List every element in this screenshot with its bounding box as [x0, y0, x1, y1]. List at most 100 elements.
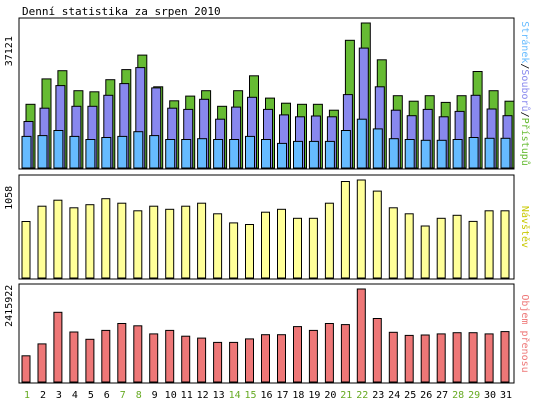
bar-requests-2-2 — [37, 135, 48, 169]
bar-visits-29 — [468, 220, 478, 279]
bar-visits-2 — [37, 205, 47, 279]
x-tick-label-8: 8 — [136, 390, 142, 401]
legend-requests: Stránek/Souborů/Přístupů — [519, 21, 531, 166]
bar-requests-2-1 — [21, 135, 32, 169]
bar-requests-2-17 — [277, 142, 287, 169]
bar-visits-24 — [388, 207, 398, 279]
bar-traffic-8 — [133, 325, 143, 383]
bar-traffic-17 — [277, 334, 286, 383]
x-tick-label-19: 19 — [308, 390, 320, 401]
bar-requests-2-21 — [340, 130, 351, 169]
bar-visits-1 — [21, 221, 31, 279]
bar-visits-3 — [53, 199, 63, 279]
legend-item-requests-2: Souborů — [519, 69, 531, 111]
bar-traffic-5 — [85, 338, 95, 383]
legend-item-requests-0: Stránek — [519, 21, 531, 63]
x-tick-label-27: 27 — [436, 390, 448, 401]
x-tick-label-11: 11 — [181, 390, 193, 401]
bar-visits-17 — [277, 208, 286, 279]
bar-requests-2-19 — [308, 140, 319, 169]
x-axis-ticks: 1 2 3 4 5 6 7 8 9 10 11 12 13 14 15 16 17 18 19 20 21 22 23 24 2… — [24, 390, 512, 401]
ymax-label-requests: 37121 — [4, 36, 15, 66]
bar-requests-2-22 — [356, 118, 367, 169]
bar-traffic-21 — [340, 324, 350, 383]
bar-requests-2-28 — [452, 139, 463, 169]
bar-visits-14 — [229, 222, 239, 279]
bar-requests-2-9 — [149, 135, 160, 169]
bar-traffic-30 — [484, 333, 494, 383]
series-traffic-0 — [21, 288, 510, 383]
bar-traffic-12 — [197, 337, 207, 383]
bar-traffic-6 — [101, 329, 111, 383]
bar-traffic-31 — [500, 331, 510, 383]
bar-traffic-26 — [420, 334, 430, 383]
bar-visits-16 — [261, 211, 270, 279]
panels: 37121 Stránek/Souborů/Přístupů1058Návštěv… — [4, 17, 531, 384]
bar-traffic-7 — [117, 323, 127, 383]
bar-traffic-2 — [37, 343, 47, 383]
bar-visits-31 — [500, 210, 510, 279]
bar-requests-2-6 — [101, 137, 112, 169]
x-tick-label-17: 17 — [276, 390, 288, 401]
x-tick-label-7: 7 — [120, 390, 126, 401]
legend-item-visits-0: Návštěv — [519, 206, 531, 248]
bar-requests-2-30 — [484, 137, 495, 169]
bar-traffic-24 — [388, 331, 398, 383]
bar-visits-7 — [117, 202, 127, 279]
bar-visits-15 — [245, 224, 254, 279]
legend-item-requests-4: Přístupů — [519, 118, 531, 166]
bar-requests-2-29 — [468, 137, 479, 169]
x-tick-label-20: 20 — [324, 390, 336, 401]
bar-visits-11 — [181, 205, 191, 279]
x-tick-label-26: 26 — [420, 390, 432, 401]
bar-requests-2-18 — [293, 140, 303, 169]
bar-visits-26 — [420, 225, 430, 279]
bar-traffic-1 — [21, 355, 31, 383]
x-tick-label-22: 22 — [356, 390, 368, 401]
bar-visits-18 — [293, 217, 302, 279]
ymax-label-traffic: 2415922 — [4, 285, 15, 327]
bar-traffic-16 — [261, 334, 270, 383]
bar-traffic-20 — [324, 323, 334, 383]
legend-item-requests-3: / — [519, 112, 530, 118]
x-tick-label-29: 29 — [468, 390, 480, 401]
bar-visits-23 — [372, 190, 382, 279]
x-tick-label-5: 5 — [88, 390, 94, 401]
x-tick-label-24: 24 — [388, 390, 400, 401]
bar-requests-2-25 — [404, 139, 415, 169]
bar-traffic-23 — [372, 318, 382, 383]
bar-requests-2-11 — [181, 139, 192, 169]
bar-requests-2-5 — [85, 139, 96, 169]
legend-item-traffic-0: Objem přenosu — [519, 294, 531, 372]
x-tick-label-21: 21 — [340, 390, 352, 401]
series-requests-2 — [21, 118, 511, 169]
bar-traffic-29 — [468, 332, 478, 383]
x-tick-label-2: 2 — [40, 390, 46, 401]
x-tick-label-14: 14 — [229, 390, 241, 401]
bar-visits-6 — [101, 198, 111, 279]
x-tick-label-16: 16 — [260, 390, 272, 401]
bar-visits-27 — [436, 217, 446, 279]
bar-visits-22 — [356, 179, 366, 279]
x-tick-label-23: 23 — [372, 390, 384, 401]
bar-visits-8 — [133, 210, 143, 279]
bar-traffic-19 — [308, 329, 318, 383]
bar-requests-2-12 — [197, 138, 208, 169]
bar-visits-21 — [340, 181, 350, 279]
x-tick-label-13: 13 — [213, 390, 225, 401]
bar-visits-30 — [484, 210, 494, 279]
bar-requests-2-23 — [372, 128, 383, 169]
bar-requests-2-27 — [436, 139, 447, 169]
x-tick-label-3: 3 — [56, 390, 62, 401]
ymax-label-visits: 1058 — [4, 186, 15, 210]
bar-traffic-22 — [356, 288, 366, 383]
bar-traffic-3 — [53, 311, 63, 383]
bar-traffic-4 — [69, 331, 79, 383]
bar-requests-2-26 — [420, 139, 431, 169]
bar-requests-2-16 — [261, 139, 271, 169]
x-tick-label-31: 31 — [500, 390, 512, 401]
bar-visits-4 — [69, 207, 79, 279]
bar-requests-2-8 — [133, 131, 144, 169]
